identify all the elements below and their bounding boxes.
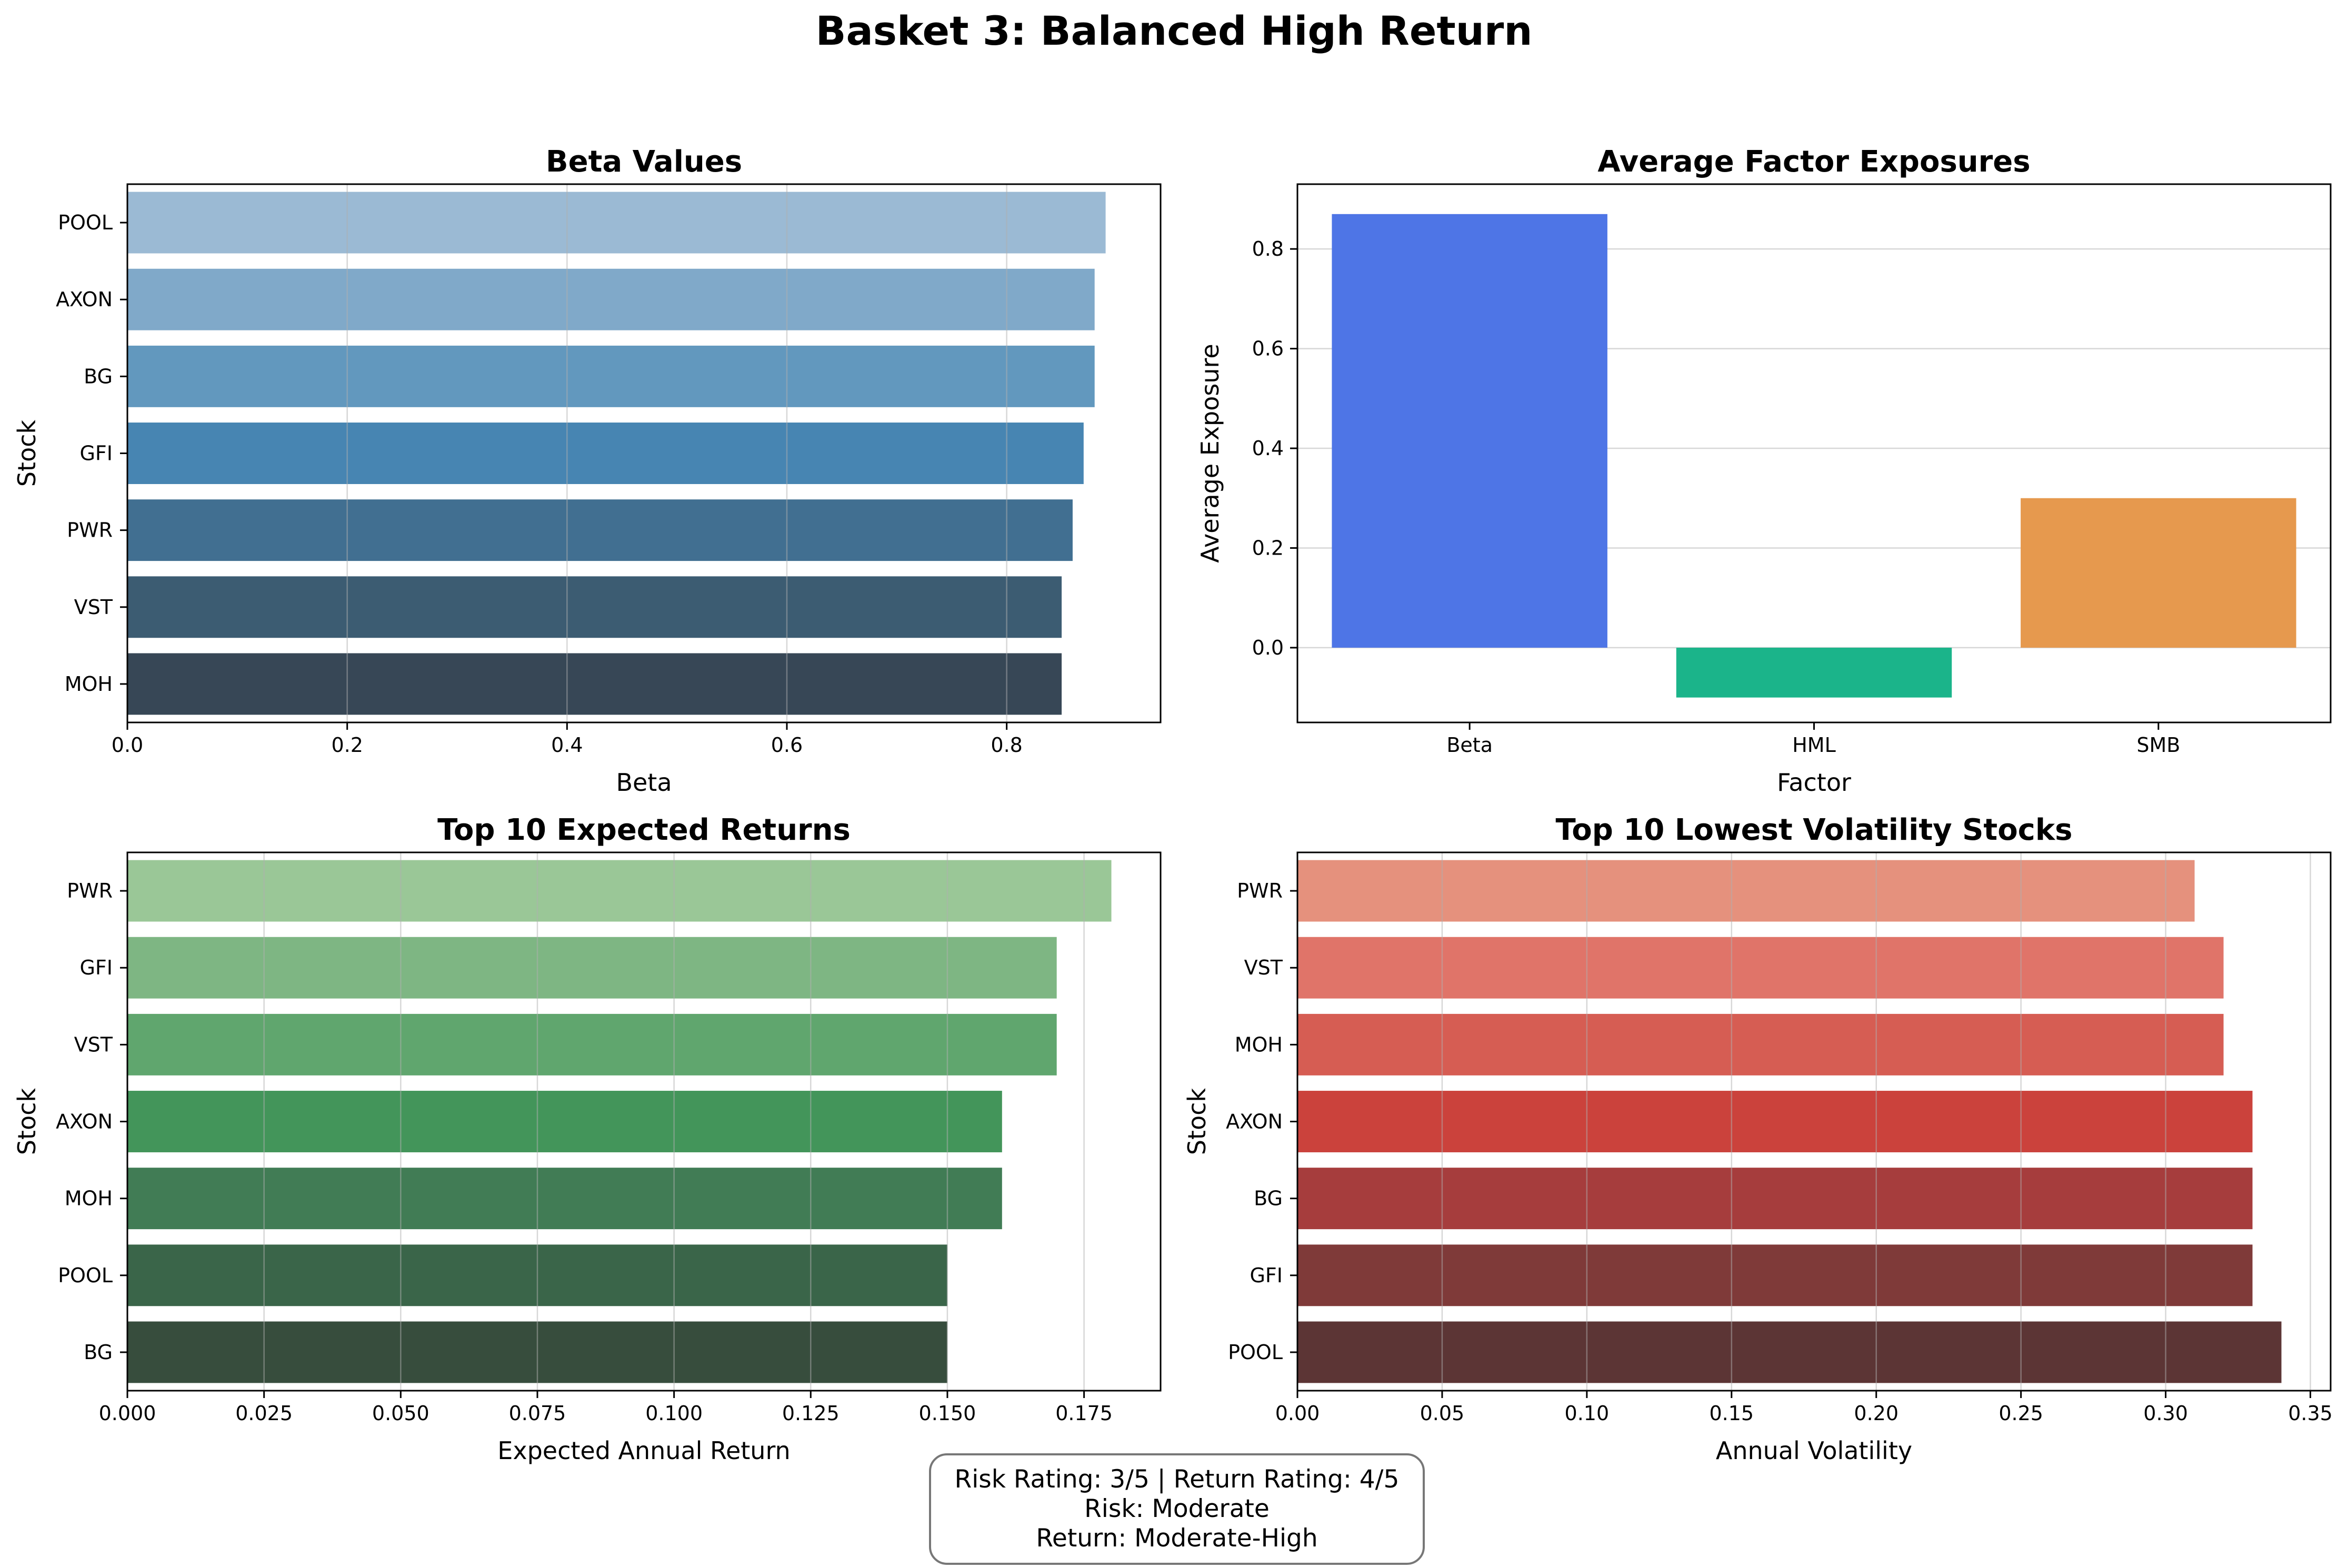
chart3-xtick-label: 0.100 — [645, 1402, 703, 1425]
chart4-ytick-label: MOH — [1235, 1033, 1283, 1056]
chart1-xtick-label: 0.8 — [991, 733, 1022, 757]
chart3-xtick-label: 0.150 — [919, 1402, 976, 1425]
chart3-axes-frame — [126, 851, 1162, 1392]
chart1-ytick-label: POOL — [58, 211, 113, 234]
chart3-ytick-label: POOL — [58, 1264, 113, 1287]
chart4-bar-vst — [1297, 937, 2224, 999]
chart1-ytick-label: GFI — [79, 442, 113, 465]
chart4-ytick-label: VST — [1244, 956, 1283, 979]
chart1-ytick-label: VST — [74, 596, 113, 619]
chart1-xtick-label: 0.6 — [771, 733, 803, 757]
chart3-bar-gfi — [127, 937, 1057, 999]
chart1-xlabel: Beta — [616, 768, 672, 797]
chart3-ytick-label: BG — [84, 1341, 113, 1364]
rating-line: Risk Rating: 3/5 | Return Rating: 4/5 — [954, 1465, 1400, 1494]
chart2-title: Average Factor Exposures — [1597, 145, 2030, 179]
chart2-ytick-label: 0.6 — [1252, 337, 1284, 360]
chart1-bar-bg — [127, 345, 1095, 407]
chart1-bar-moh — [127, 653, 1062, 715]
chart1-axes-frame — [126, 183, 1162, 723]
chart2-ytick-label: 0.0 — [1252, 636, 1284, 659]
chart2-ytick-label: 0.2 — [1252, 536, 1284, 559]
risk-line: Risk: Moderate — [1084, 1494, 1270, 1523]
chart4-bar-pool — [1297, 1321, 2282, 1383]
chart4-ytick-label: GFI — [1250, 1264, 1283, 1287]
beta-values-panel: POOL AXON BG GFI PWR VST MOH 0.0 0.2 0.4 0.6 0.8 Bet… — [13, 145, 1162, 797]
chart4-xtick-label: 0.15 — [1709, 1402, 1754, 1425]
chart2-bar-hml — [1676, 647, 1952, 698]
chart4-xtick-label: 0.30 — [2143, 1402, 2188, 1425]
chart3-ytick-label: MOH — [65, 1187, 113, 1210]
chart3-title: Top 10 Expected Returns — [437, 813, 851, 847]
chart1-ytick-label: AXON — [56, 288, 113, 311]
chart2-ylabel: Average Exposure — [1196, 344, 1224, 562]
chart4-bar-moh — [1297, 1013, 2224, 1076]
chart2-bar-smb — [2021, 498, 2296, 648]
chart2-xtick-label: Beta — [1446, 733, 1493, 757]
chart1-bar-pwr — [127, 499, 1073, 561]
chart3-ytick-label: VST — [74, 1033, 113, 1056]
chart3-ytick-label: AXON — [56, 1110, 113, 1133]
chart3-bar-axon — [127, 1091, 1002, 1152]
chart4-xtick-label: 0.35 — [2288, 1402, 2333, 1425]
chart3-bar-vst — [127, 1013, 1057, 1076]
return-line: Return: Moderate-High — [1036, 1524, 1318, 1553]
rating-info-box: Risk Rating: 3/5 | Return Rating: 4/5 Ri… — [929, 1453, 1425, 1565]
chart1-xtick-label: 0.4 — [551, 733, 583, 757]
chart4-xtick-label: 0.25 — [1999, 1402, 2043, 1425]
chart4-title: Top 10 Lowest Volatility Stocks — [1556, 813, 2073, 847]
chart4-bar-axon — [1297, 1091, 2253, 1152]
chart3-bar-moh — [127, 1168, 1002, 1230]
chart2-ytick-label: 0.8 — [1252, 237, 1284, 260]
chart4-xtick-label: 0.00 — [1275, 1402, 1320, 1425]
chart3-bar-pwr — [127, 860, 1112, 922]
figure-title: Basket 3: Balanced High Return — [815, 7, 1533, 54]
chart3-xtick-label: 0.025 — [235, 1402, 293, 1425]
chart3-xtick-label: 0.050 — [372, 1402, 429, 1425]
chart1-title: Beta Values — [546, 145, 742, 179]
chart2-xlabel: Factor — [1777, 768, 1851, 797]
chart1-xtick-label: 0.0 — [112, 733, 143, 757]
chart2-xtick-label: HML — [1792, 733, 1836, 757]
chart3-ylabel: Stock — [13, 1088, 41, 1155]
lowest-volatility-panel: PWR VST MOH AXON BG GFI POOL 0.00 0.05 0.10 0.15 0.… — [1183, 813, 2333, 1465]
chart1-bar-axon — [127, 268, 1095, 330]
chart2-xtick-label: SMB — [2136, 733, 2180, 757]
factor-exposures-panel: 0.0 0.2 0.4 0.6 0.8 Beta HML SMB Average Factor … — [1196, 145, 2332, 797]
chart3-ytick-label: GFI — [79, 956, 113, 979]
chart3-ytick-label: PWR — [67, 879, 113, 902]
chart1-bar-gfi — [127, 423, 1084, 484]
chart3-xtick-label: 0.000 — [99, 1402, 156, 1425]
chart3-xlabel: Expected Annual Return — [497, 1436, 790, 1465]
chart2-axes-frame — [1296, 183, 2332, 723]
chart2-bar-beta — [1332, 214, 1607, 648]
chart1-ylabel: Stock — [13, 419, 41, 487]
chart1-ytick-label: MOH — [65, 672, 113, 696]
chart4-xtick-label: 0.05 — [1420, 1402, 1465, 1425]
chart4-xlabel: Annual Volatility — [1716, 1436, 1912, 1465]
chart3-xtick-label: 0.075 — [509, 1402, 566, 1425]
chart4-bar-gfi — [1297, 1244, 2253, 1306]
chart4-ytick-label: BG — [1254, 1187, 1283, 1210]
chart4-ytick-label: AXON — [1226, 1110, 1283, 1133]
chart1-ytick-label: BG — [84, 365, 113, 388]
chart1-ytick-label: PWR — [67, 519, 113, 542]
chart3-xtick-label: 0.175 — [1055, 1402, 1113, 1425]
chart4-bar-pwr — [1297, 860, 2195, 922]
chart1-bar-pool — [127, 192, 1106, 254]
chart4-ytick-label: PWR — [1237, 879, 1283, 902]
chart3-xtick-label: 0.125 — [782, 1402, 840, 1425]
chart1-xtick-label: 0.2 — [331, 733, 363, 757]
chart4-xtick-label: 0.20 — [1854, 1402, 1899, 1425]
chart4-ytick-label: POOL — [1228, 1341, 1283, 1364]
chart4-ylabel: Stock — [1183, 1088, 1211, 1155]
expected-returns-panel: PWR GFI VST AXON MOH POOL BG 0.000 0.025 0.050 0.0… — [13, 813, 1162, 1465]
chart4-xtick-label: 0.10 — [1565, 1402, 1610, 1425]
chart1-bar-vst — [127, 576, 1062, 638]
chart4-bar-bg — [1297, 1168, 2253, 1230]
chart2-ytick-label: 0.4 — [1252, 437, 1284, 460]
chart4-axes-frame — [1296, 851, 2332, 1392]
